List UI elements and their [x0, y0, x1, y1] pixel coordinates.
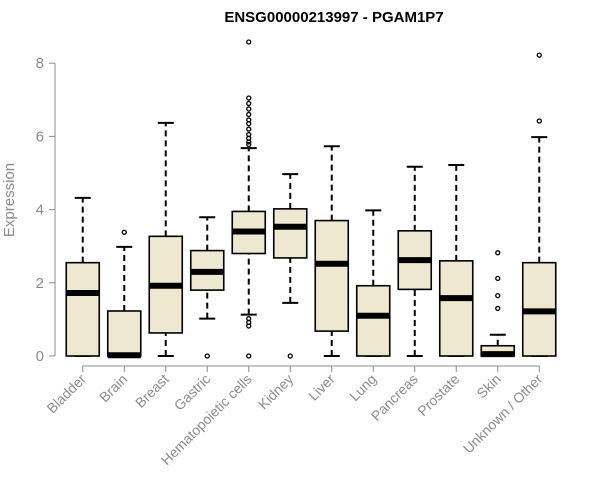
outlier-point [246, 141, 252, 148]
box-liver [314, 145, 350, 357]
x-tick-label: Brain [96, 371, 130, 405]
outlier-point [246, 100, 252, 107]
y-axis-label: Expression [1, 163, 18, 237]
box-pancreas [397, 165, 433, 357]
outlier-point [495, 275, 501, 282]
y-tick-label: 2 [36, 275, 44, 292]
box-hematopoietic-cells [231, 39, 267, 359]
outlier-point [246, 106, 252, 112]
outlier-point [246, 39, 252, 45]
x-tick-label: Prostate [414, 371, 462, 419]
outlier-point [495, 305, 501, 312]
box-unknown-other [521, 52, 557, 357]
x-tick-label: Lung [346, 371, 379, 404]
outlier-point [246, 120, 252, 127]
box-skin [480, 250, 516, 358]
outlier-point [246, 126, 252, 132]
y-tick-label: 6 [36, 128, 44, 145]
outlier-point [495, 292, 501, 299]
x-tick-label: Bladder [43, 371, 89, 417]
iqr-box [106, 310, 142, 357]
x-tick-label: Kidney [255, 371, 297, 413]
box-prostate [438, 163, 474, 357]
x-tick-label: Breast [132, 371, 172, 411]
outlier-point [495, 250, 501, 256]
outlier-point [121, 229, 127, 235]
y-tick-label: 4 [36, 202, 44, 219]
boxes [65, 39, 557, 359]
box-brain [106, 229, 142, 359]
y-axis: 0 2 4 6 8 [36, 55, 56, 365]
outlier-point [536, 52, 542, 58]
outlier-point [246, 111, 252, 118]
x-tick-label: Skin [473, 371, 504, 402]
iqr-box [355, 284, 391, 357]
outlier-point [246, 95, 252, 101]
iqr-box [65, 261, 101, 357]
chart-title: ENSG00000213997 - PGAM1P7 [224, 9, 443, 26]
outlier-point [287, 353, 293, 359]
box-kidney [272, 173, 308, 359]
box-breast [148, 121, 184, 357]
outlier-point [246, 323, 252, 329]
outlier-point [246, 353, 252, 359]
x-tick-label: Unknown / Other [460, 371, 546, 457]
outlier-point [536, 118, 542, 124]
iqr-box [272, 208, 308, 259]
y-tick-label: 8 [36, 55, 44, 72]
outlier-point [204, 353, 210, 359]
outlier-point [246, 139, 252, 145]
iqr-box [314, 219, 350, 332]
box-lung [355, 209, 391, 357]
box-bladder [65, 196, 101, 357]
y-tick-label: 0 [36, 348, 44, 365]
box-gastric [189, 216, 225, 359]
iqr-box [438, 260, 474, 357]
x-tick-label: Liver [305, 371, 338, 404]
